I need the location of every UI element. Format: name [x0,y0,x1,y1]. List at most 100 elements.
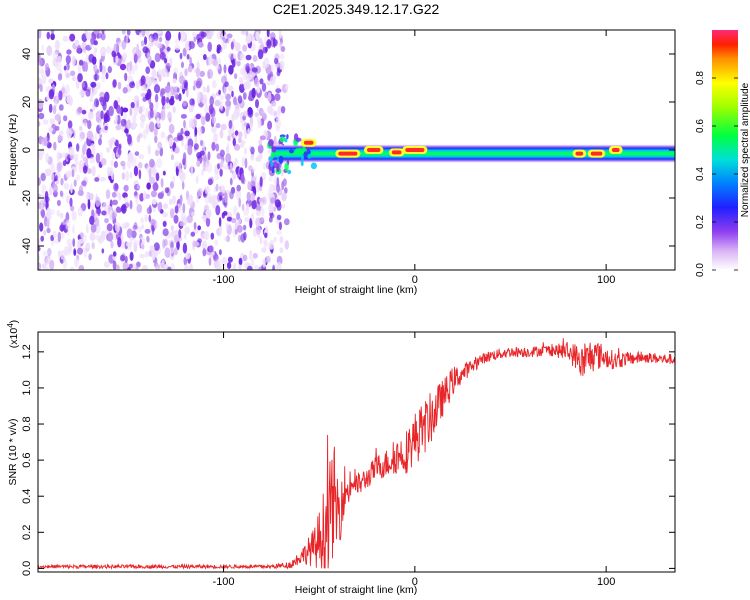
spectrogram-x-ticks: -100 0 100 [213,30,615,286]
noise-blob [190,231,196,237]
noise-blob [205,208,212,219]
noise-blob [259,78,264,85]
noise-blob [224,192,228,204]
noise-blob [57,231,61,243]
noise-blob [104,91,110,103]
noise-blob [276,214,282,221]
noise-blob [94,177,100,182]
noise-blob [39,194,45,204]
noise-blob [254,77,260,87]
signal-turbulence [300,160,304,167]
noise-blob [176,87,180,93]
noise-blob [164,238,168,247]
noise-blob [91,242,95,250]
noise-blob [72,238,75,248]
noise-blob [132,114,137,125]
noise-blob [88,253,92,261]
noise-blob [225,222,229,231]
noise-blob [250,154,255,161]
noise-blob [84,119,87,127]
noise-blob [38,177,41,186]
noise-blob [242,224,247,231]
noise-blob [78,59,84,66]
colorbar-gradient [712,30,738,270]
noise-blob [103,112,109,123]
noise-blob [233,109,239,120]
noise-blob [190,165,194,176]
spectrogram-x-tick-label: 0 [412,274,418,286]
snr-y-tick-label: 0.8 [21,416,33,431]
noise-blob [154,52,161,63]
noise-blob [40,172,46,182]
noise-blob [257,144,264,154]
noise-blob [230,54,234,61]
noise-blob [198,126,203,137]
noise-blob [245,65,251,73]
noise-blob [111,191,117,198]
snr-x-ticks: -100 0 100 [213,332,615,588]
noise-blob [124,72,128,82]
noise-blob [170,181,174,189]
noise-blob [227,135,231,142]
noise-blob [154,135,158,144]
noise-blob [202,86,206,93]
noise-blob [40,68,45,78]
noise-blob [83,249,88,258]
noise-blob [94,217,100,227]
noise-blob [87,120,92,130]
noise-blob [38,30,42,39]
noise-blob [204,195,210,205]
noise-blob [244,157,248,169]
signal-turbulence [268,139,274,147]
noise-blob [265,255,271,264]
noise-blob [249,249,253,260]
noise-blob [178,31,181,41]
noise-blob [141,84,146,92]
figure-title: C2E1.2025.349.12.17.G22 [273,1,440,17]
noise-blob [48,127,54,132]
noise-blob [38,239,41,246]
noise-blob [156,158,163,169]
signal-turbulence [303,151,309,160]
noise-blob [256,210,261,217]
noise-blob [162,212,168,218]
noise-blob [76,143,80,152]
noise-blob [145,123,150,135]
snr-x-axis-label: Height of straight line (km) [295,584,418,596]
noise-blob [62,160,67,167]
noise-blob [149,158,155,168]
noise-blob [183,119,186,129]
noise-blob [207,162,213,173]
noise-blob [250,146,255,155]
noise-blob [145,30,150,37]
peak-core [391,150,402,155]
noise-blob [87,199,91,210]
noise-blob [219,95,225,101]
noise-blob [47,207,52,218]
noise-blob [159,146,164,157]
noise-blob [157,192,164,200]
signal-turbulence [300,153,304,162]
noise-blob [277,105,283,115]
noise-blob [120,160,126,167]
noise-blob [88,53,95,63]
noise-blob [132,225,138,230]
noise-blob [104,218,109,224]
noise-blob [117,237,122,248]
noise-blob [69,33,76,42]
noise-blob [131,64,135,75]
noise-blob [59,190,64,197]
noise-blob [259,176,263,187]
noise-blob [179,52,183,60]
noise-blob [145,93,150,101]
noise-blob [171,262,175,270]
noise-blob [229,177,233,186]
noise-blob [95,196,101,207]
noise-blob [38,121,41,127]
peak-core [575,151,584,156]
noise-blob [56,209,60,217]
noise-blob [42,250,49,258]
noise-blob [48,89,55,100]
noise-blob [193,241,200,247]
